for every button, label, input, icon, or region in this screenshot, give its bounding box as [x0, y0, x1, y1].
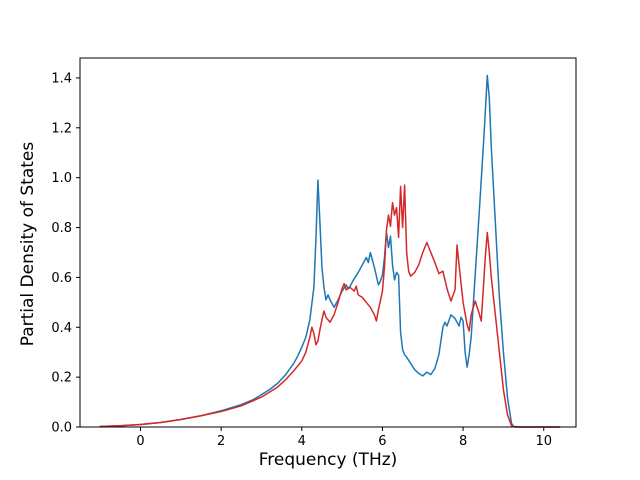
- y-tick-label: 0.8: [51, 221, 72, 236]
- y-tick-label: 0.2: [51, 371, 72, 386]
- axes-spines: [79, 57, 577, 428]
- series-line-red: [99, 184, 561, 428]
- series-line-blue: [99, 74, 561, 428]
- x-tick-label: 2: [217, 434, 225, 449]
- y-tick-label: 1.2: [51, 121, 72, 136]
- y-axis-label: Partial Density of States: [18, 141, 38, 347]
- y-tick-label: 0.0: [51, 421, 72, 436]
- y-tick-label: 1.4: [51, 71, 72, 86]
- y-tick-label: 1.0: [51, 171, 72, 186]
- x-tick-label: 6: [378, 434, 386, 449]
- y-tick-label: 0.6: [51, 271, 72, 286]
- x-tick-label: 0: [136, 434, 144, 449]
- x-tick-label: 10: [535, 434, 552, 449]
- x-tick-label: 4: [298, 434, 306, 449]
- x-tick-label: 8: [459, 434, 467, 449]
- x-axis-label: Frequency (THz): [258, 450, 398, 470]
- y-tick-label: 0.4: [51, 321, 72, 336]
